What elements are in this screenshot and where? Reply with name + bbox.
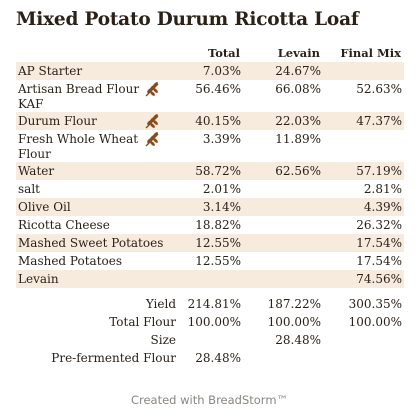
total-percent: 58.72% (195, 164, 241, 178)
ingredient-row: Ricotta Cheese 18.82% 26.32% (16, 216, 404, 234)
total-value: 214.81% (187, 297, 241, 311)
wheat-icon (144, 82, 161, 97)
levain-percent: 24.67% (275, 64, 321, 78)
ingredient-row: Water 58.72% 62.56% 57.19% (16, 162, 404, 180)
final-mix-percent: 57.19% (356, 164, 402, 178)
total-percent: 2.01% (202, 182, 241, 196)
summary-table: Yield 214.81% 187.22% 300.35% Total Flou… (16, 295, 404, 367)
recipe-title: Mixed Potato Durum Ricotta Loaf (16, 9, 359, 30)
final-mix-percent: 52.63% (356, 82, 402, 96)
ingredient-name: salt (18, 182, 40, 196)
ingredient-name: Artisan Bread Flour KAF (18, 82, 140, 111)
ingredient-name: Ricotta Cheese (18, 218, 110, 232)
summary-row-total-flour: Total Flour 100.00% 100.00% 100.00% (16, 313, 404, 331)
levain-percent: 66.08% (275, 82, 321, 96)
levain-value: 28.48% (275, 333, 321, 347)
ingredient-row: salt 2.01% 2.81% (16, 180, 404, 198)
total-value: 100.00% (187, 315, 241, 329)
levain-percent: 22.03% (275, 114, 321, 128)
ingredient-row: Levain 74.56% (16, 270, 404, 288)
summary-label: Yield (145, 297, 176, 311)
ingredient-name: Mashed Sweet Potatoes (18, 236, 164, 250)
wheat-icon (144, 114, 161, 129)
summary-label: Size (150, 333, 176, 347)
ingredient-name: Levain (18, 272, 59, 286)
final-mix-percent: 4.39% (363, 200, 402, 214)
summary-row-size: Size 28.48% (16, 331, 404, 349)
total-value: 28.48% (195, 351, 241, 365)
levain-value: 187.22% (267, 297, 321, 311)
ingredient-row: Fresh Whole Wheat Flour 3.39% 11.89% (16, 130, 404, 162)
footer-credit: Created with BreadStorm™ (130, 393, 289, 407)
summary-row-yield: Yield 214.81% 187.22% 300.35% (16, 295, 404, 313)
final-mix-value: 100.00% (348, 315, 402, 329)
ingredient-name: Fresh Whole Wheat Flour (18, 132, 139, 161)
levain-percent: 11.89% (275, 132, 321, 146)
total-percent: 3.14% (202, 200, 241, 214)
levain-value: 100.00% (267, 315, 321, 329)
column-header-total: Total (207, 46, 240, 60)
summary-row-pre-fermented-flour: Pre-fermented Flour 28.48% (16, 349, 404, 367)
total-percent: 40.15% (195, 114, 241, 128)
final-mix-percent: 74.56% (356, 272, 402, 286)
total-percent: 56.46% (195, 82, 241, 96)
final-mix-percent: 17.54% (356, 254, 402, 268)
ingredient-name: Mashed Potatoes (18, 254, 123, 268)
total-percent: 12.55% (195, 236, 241, 250)
final-mix-value: 300.35% (348, 297, 402, 311)
total-percent: 18.82% (195, 218, 241, 232)
ingredient-row: Olive Oil 3.14% 4.39% (16, 198, 404, 216)
column-header-final-mix: Final Mix (340, 46, 401, 60)
wheat-icon (144, 132, 161, 147)
final-mix-percent: 47.37% (356, 114, 402, 128)
ingredient-name: Olive Oil (18, 200, 71, 214)
ingredient-row: Artisan Bread Flour KAF 56.46% 66.08% 52… (16, 80, 404, 112)
summary-label: Pre-fermented Flour (51, 351, 176, 365)
ingredient-name: Water (18, 164, 55, 178)
levain-percent: 62.56% (275, 164, 321, 178)
ingredient-row: Mashed Sweet Potatoes 12.55% 17.54% (16, 234, 404, 252)
total-percent: 3.39% (202, 132, 241, 146)
ingredient-table: AP Starter 7.03% 24.67% Artisan Bread Fl… (16, 62, 404, 288)
ingredient-row: AP Starter 7.03% 24.67% (16, 62, 404, 80)
total-percent: 12.55% (195, 254, 241, 268)
ingredient-name: AP Starter (18, 64, 83, 78)
final-mix-percent: 26.32% (356, 218, 402, 232)
ingredient-row: Mashed Potatoes 12.55% 17.54% (16, 252, 404, 270)
final-mix-percent: 2.81% (363, 182, 402, 196)
column-header-levain: Levain (277, 46, 320, 60)
summary-label: Total Flour (109, 315, 176, 329)
ingredient-name: Durum Flour (18, 114, 97, 128)
total-percent: 7.03% (202, 64, 241, 78)
ingredient-row: Durum Flour 40.15% 22.03% 47.37% (16, 112, 404, 130)
final-mix-percent: 17.54% (356, 236, 402, 250)
